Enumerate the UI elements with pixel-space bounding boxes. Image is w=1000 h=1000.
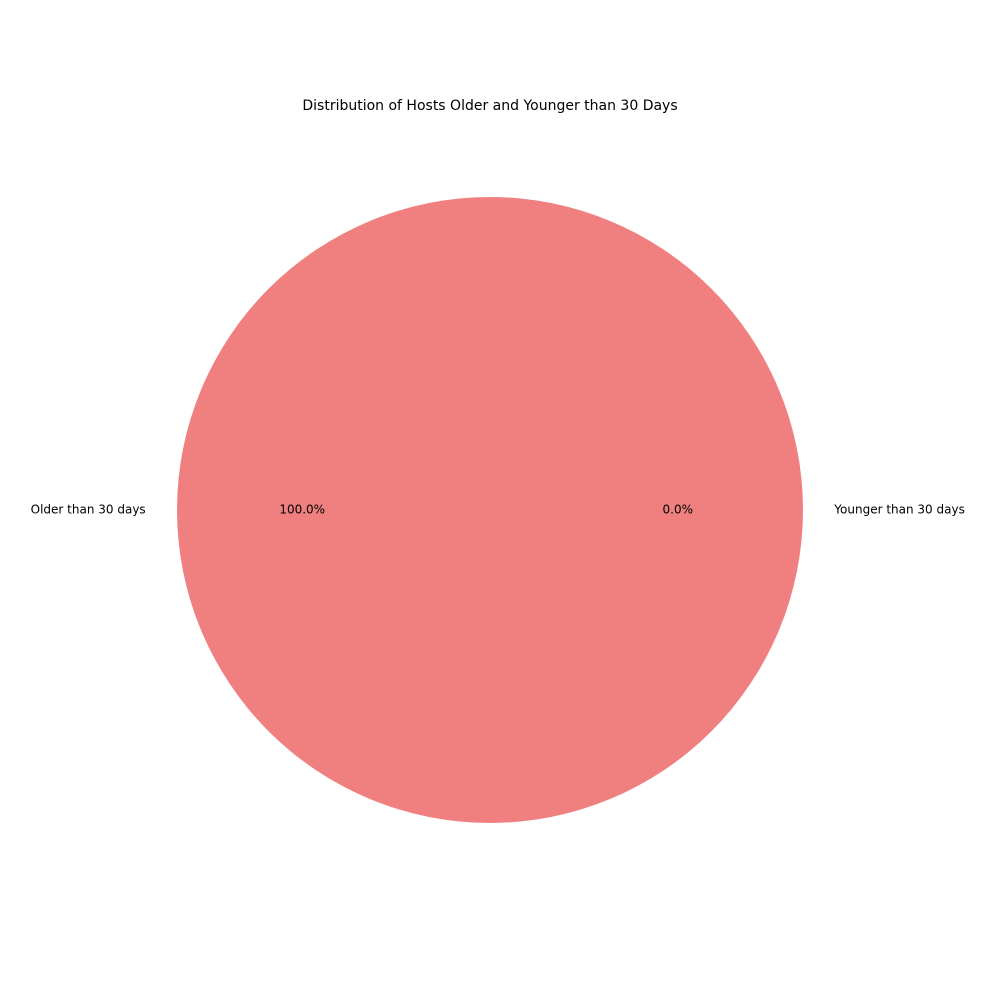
chart-title: Distribution of Hosts Older and Younger …: [302, 98, 677, 114]
slice-label-2: Younger than 30 days: [833, 503, 965, 517]
slice-label-1: Older than 30 days: [31, 503, 146, 517]
pie-labels: Older than 30 days 100.0% Younger than 30 …: [31, 503, 965, 517]
slice-percent-1: 100.0%: [279, 503, 325, 517]
pie-slices: [177, 197, 803, 823]
pie-slice-1: [177, 197, 803, 823]
slice-percent-2: 0.0%: [663, 503, 694, 517]
